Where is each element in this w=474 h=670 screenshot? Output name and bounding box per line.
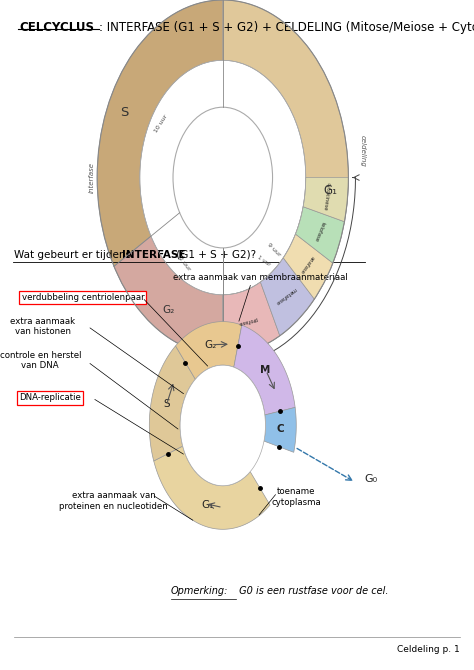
Text: G₂: G₂: [163, 306, 175, 316]
Polygon shape: [303, 178, 348, 222]
Text: telofase: telofase: [313, 221, 326, 243]
Text: 2 uur: 2 uur: [177, 256, 191, 272]
Text: CELCYCLUS: CELCYCLUS: [19, 21, 94, 34]
Text: Celdeling p. 1: Celdeling p. 1: [397, 645, 460, 653]
Text: Wat gebeurt er tijdens: Wat gebeurt er tijdens: [14, 250, 135, 260]
Polygon shape: [154, 446, 270, 529]
Polygon shape: [223, 282, 280, 355]
Text: celdeling: celdeling: [360, 135, 365, 167]
Text: profase: profase: [237, 316, 257, 326]
Polygon shape: [234, 325, 295, 415]
Circle shape: [173, 107, 273, 248]
Polygon shape: [149, 346, 195, 461]
Text: G₁: G₁: [324, 184, 338, 198]
Text: metafase: metafase: [274, 286, 297, 305]
Text: DNA-replicatie: DNA-replicatie: [19, 393, 81, 403]
Polygon shape: [260, 258, 314, 336]
Text: extra aanmaak van membraanmateriaal: extra aanmaak van membraanmateriaal: [173, 273, 348, 282]
Polygon shape: [114, 237, 223, 355]
Text: 1 uur: 1 uur: [257, 255, 272, 267]
Text: verdubbeling centriolenpaar: verdubbeling centriolenpaar: [22, 293, 144, 302]
Text: cytokinese: cytokinese: [322, 182, 330, 210]
Text: Opmerking:: Opmerking:: [171, 586, 228, 596]
Text: controle en herstel
van DNA: controle en herstel van DNA: [0, 351, 81, 370]
Text: extra aanmaak
van histonen: extra aanmaak van histonen: [10, 317, 75, 336]
Text: 9 uur: 9 uur: [266, 242, 282, 257]
Text: G0 is een rustfase voor de cel.: G0 is een rustfase voor de cel.: [236, 586, 388, 596]
Text: G₀: G₀: [364, 474, 377, 484]
Text: M: M: [260, 365, 271, 375]
Text: extra aanmaak van
proteinen en nucleotiden: extra aanmaak van proteinen en nucleotid…: [59, 492, 168, 511]
Polygon shape: [97, 0, 223, 267]
Circle shape: [180, 365, 265, 486]
Polygon shape: [223, 0, 348, 355]
Text: S: S: [164, 399, 170, 409]
Text: INTERFASE: INTERFASE: [122, 250, 186, 260]
Text: (G1 + S + G2)?: (G1 + S + G2)?: [173, 250, 256, 260]
Text: G₂: G₂: [204, 340, 216, 350]
Text: S: S: [120, 107, 128, 119]
Polygon shape: [264, 407, 296, 452]
Polygon shape: [283, 234, 333, 299]
Text: toename
cytoplasma: toename cytoplasma: [272, 488, 321, 507]
Text: anafase: anafase: [299, 254, 315, 274]
Polygon shape: [175, 322, 242, 379]
Text: 10 uur: 10 uur: [154, 113, 169, 133]
Text: : INTERFASE (G1 + S + G2) + CELDELING (Mitose/Meiose + Cytokinese): : INTERFASE (G1 + S + G2) + CELDELING (M…: [99, 21, 474, 34]
Text: C: C: [277, 424, 284, 434]
Text: interfase: interfase: [89, 162, 94, 193]
Text: G₁: G₁: [201, 500, 214, 510]
Polygon shape: [295, 207, 345, 263]
